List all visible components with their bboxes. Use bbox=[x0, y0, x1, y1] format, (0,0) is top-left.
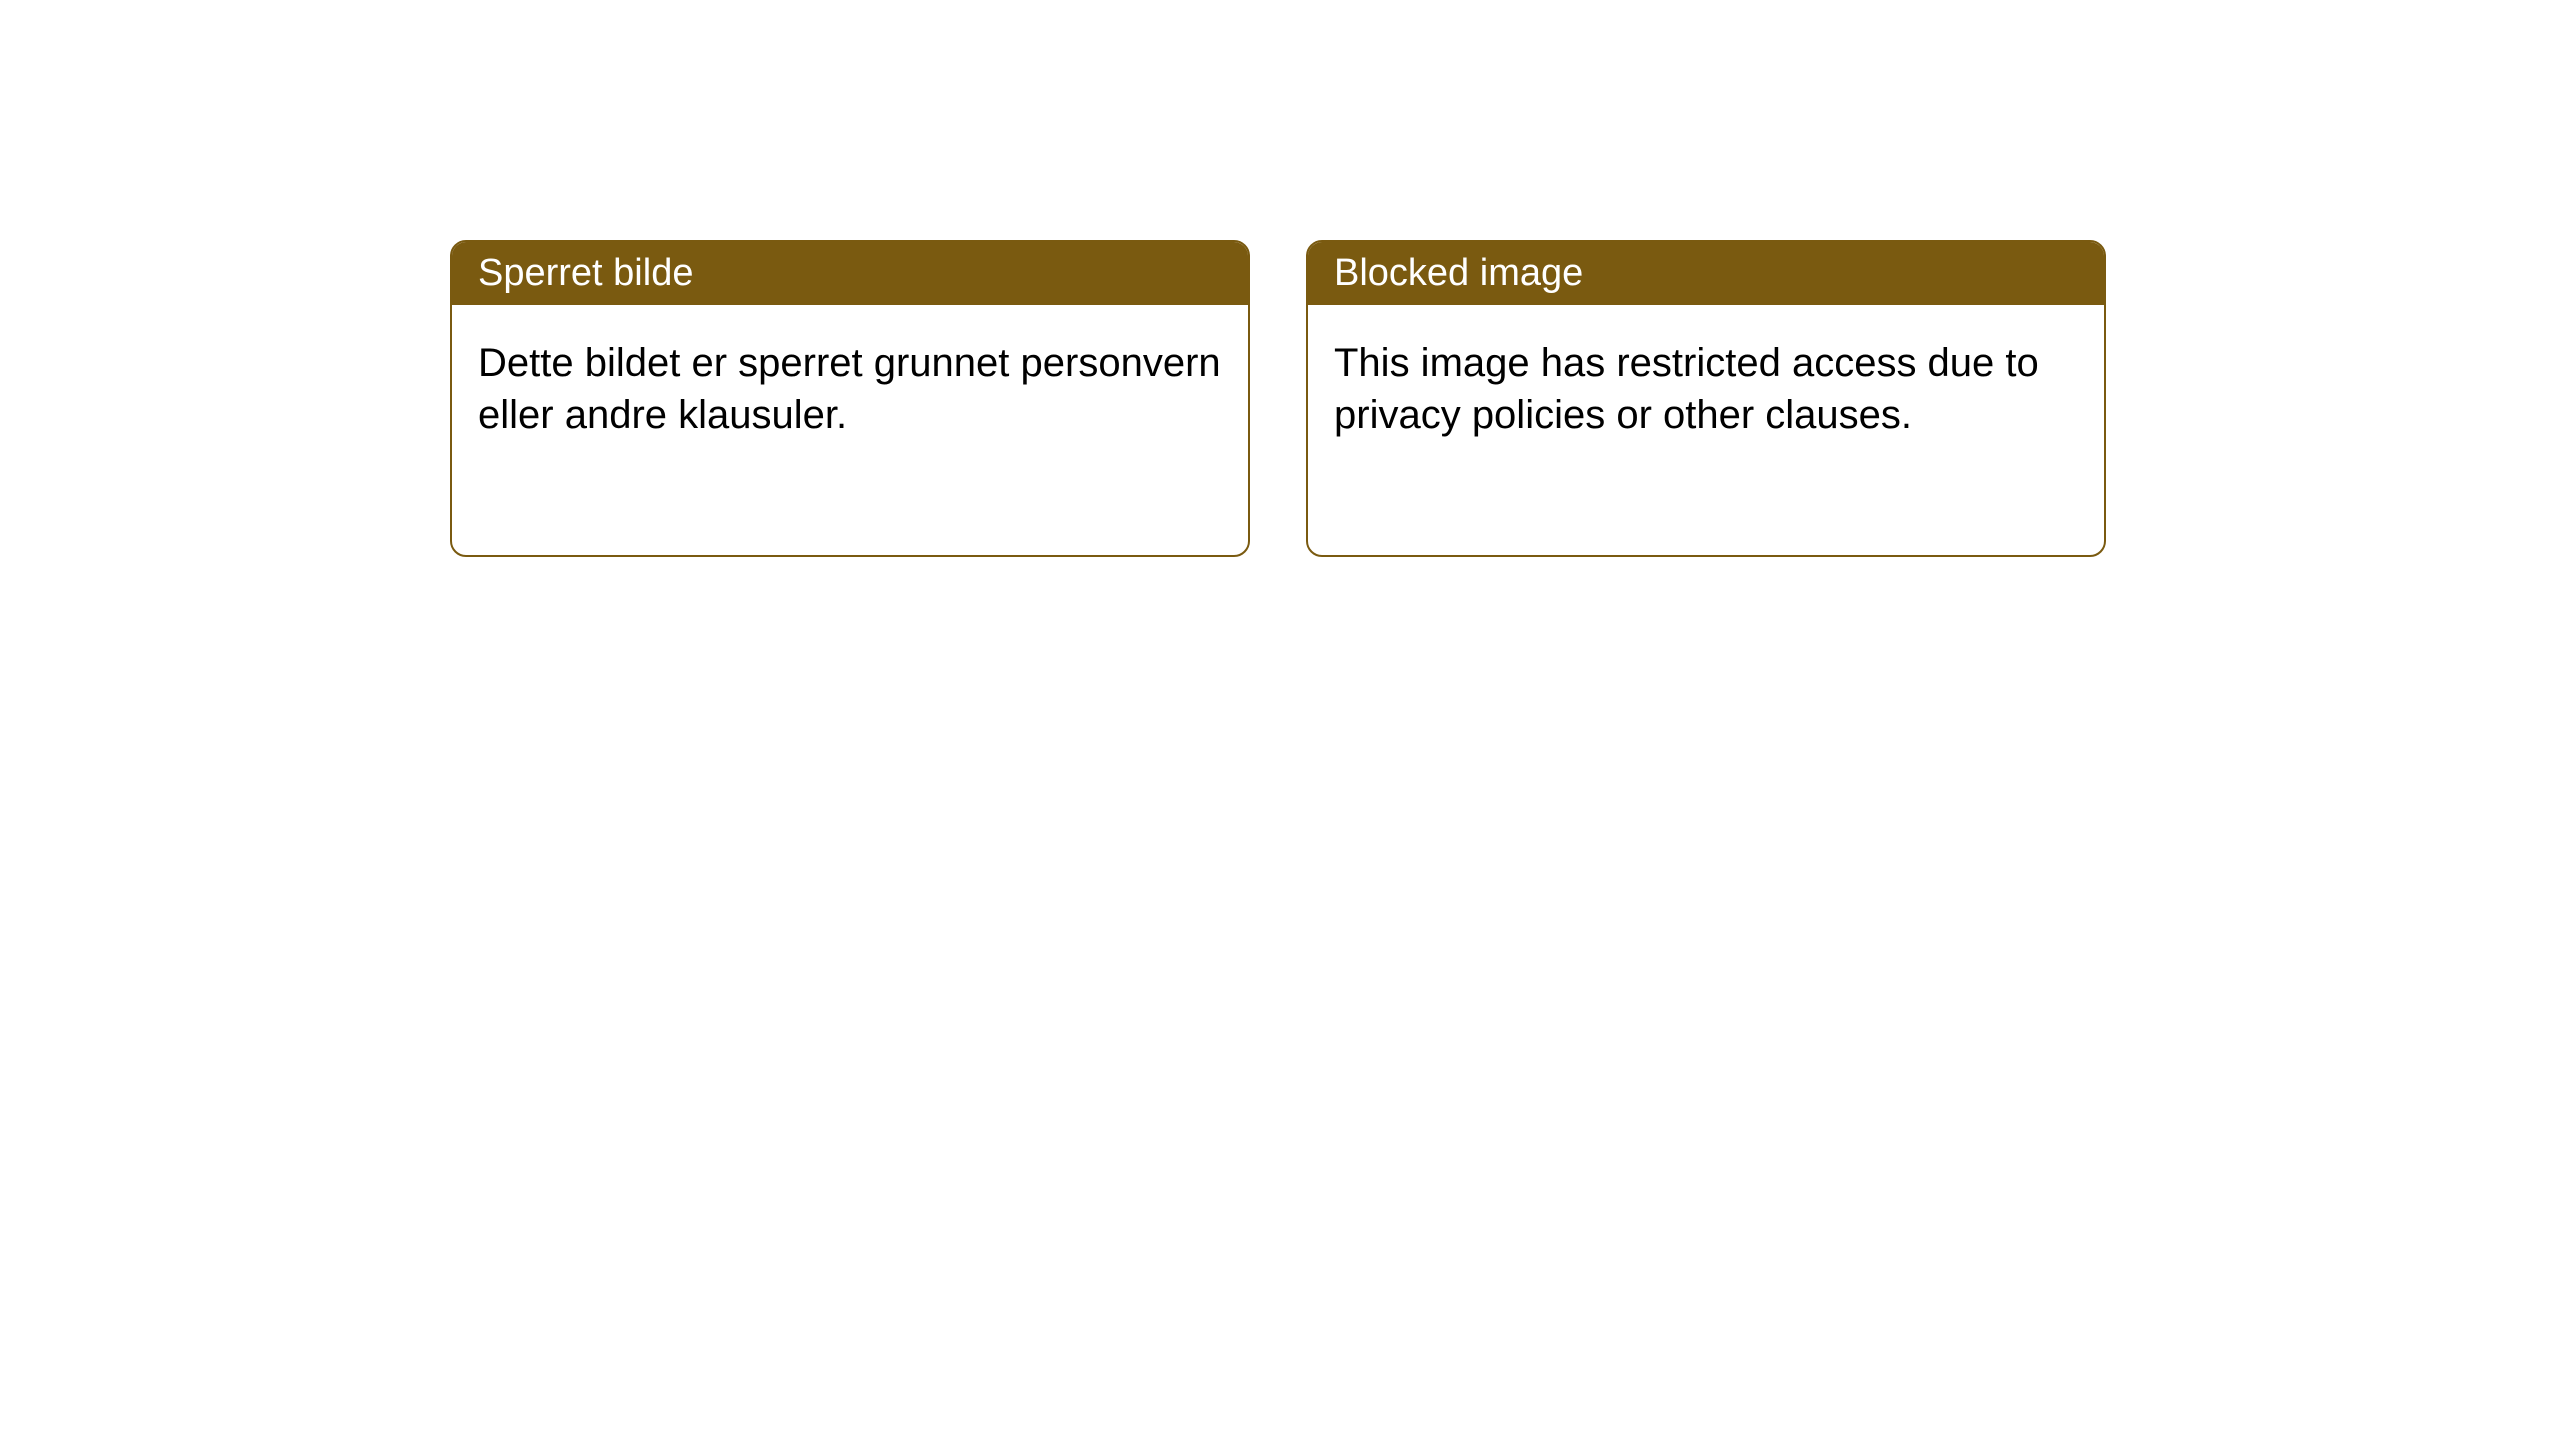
notice-body-english: This image has restricted access due to … bbox=[1308, 305, 2104, 555]
notice-body-norwegian: Dette bildet er sperret grunnet personve… bbox=[452, 305, 1248, 555]
notice-card-norwegian: Sperret bilde Dette bildet er sperret gr… bbox=[450, 240, 1250, 557]
notice-container: Sperret bilde Dette bildet er sperret gr… bbox=[450, 240, 2106, 557]
notice-title-norwegian: Sperret bilde bbox=[452, 242, 1248, 305]
notice-card-english: Blocked image This image has restricted … bbox=[1306, 240, 2106, 557]
notice-title-english: Blocked image bbox=[1308, 242, 2104, 305]
